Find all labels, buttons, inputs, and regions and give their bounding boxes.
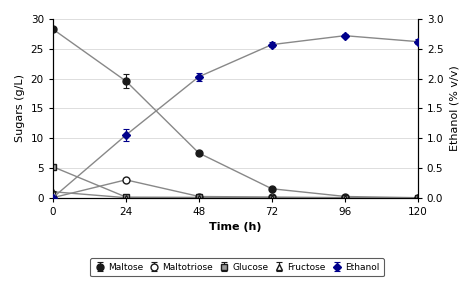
Y-axis label: Sugars (g/L): Sugars (g/L) — [15, 74, 25, 142]
Y-axis label: Ethanol (% v/v): Ethanol (% v/v) — [449, 65, 459, 151]
X-axis label: Time (h): Time (h) — [209, 222, 262, 232]
Legend: Maltose, Maltotriose, Glucose, Fructose, Ethanol: Maltose, Maltotriose, Glucose, Fructose,… — [91, 259, 383, 277]
